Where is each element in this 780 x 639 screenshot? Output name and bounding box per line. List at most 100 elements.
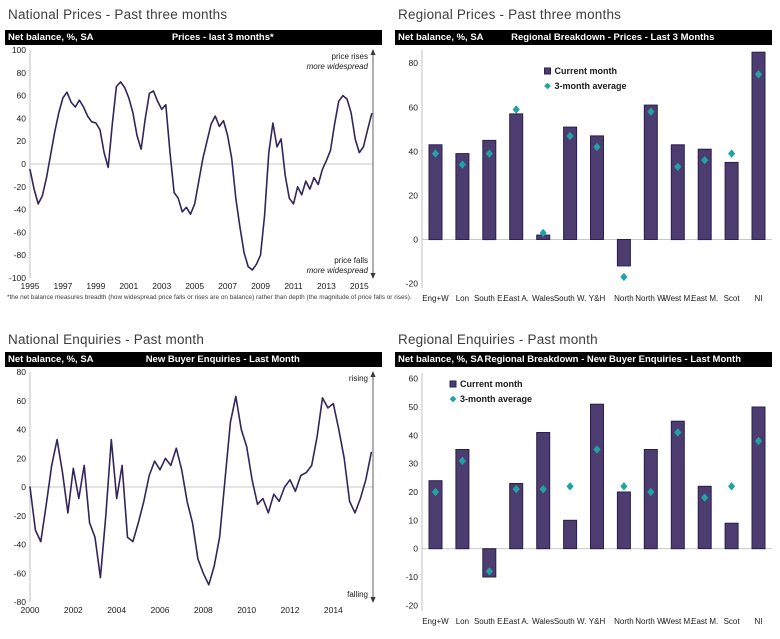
bar-current-month <box>509 483 524 550</box>
y-tick-label: 30 <box>409 459 419 469</box>
annotation-bottom: price falls <box>334 256 368 265</box>
national-prices-chart: 100 80 60 40 20 0 -20 -40 -60 -80 -100 1995 1997 1999… <box>0 45 390 294</box>
arrow-down-icon <box>370 273 376 279</box>
chart-header-bar: Net balance, %, SA Regional Breakdown - … <box>395 30 772 45</box>
x-tick-label: 2004 <box>107 605 126 615</box>
y-tick-label: 40 <box>17 425 27 435</box>
bar-current-month <box>590 403 604 550</box>
bar-current-month <box>428 480 443 550</box>
national-enquiries-chart: 80 60 40 20 0 -20 -40 -60 -80 2000 2002 2004 2006 200… <box>0 367 390 618</box>
x-tick-label: 2007 <box>218 281 237 291</box>
y-tick-label: 40 <box>409 146 419 156</box>
y-tick-label: 60 <box>17 396 27 406</box>
y-tick-label: 60 <box>409 374 419 384</box>
x-tick-label: 2005 <box>185 281 204 291</box>
y-tick-label: 80 <box>17 68 27 78</box>
x-category-label: North W. <box>635 617 666 626</box>
x-category-label: North <box>614 617 634 626</box>
diamond-average-marker <box>674 162 682 171</box>
diamond-average-marker <box>647 107 655 116</box>
diamond-average-marker <box>593 445 601 454</box>
annotation-bottom: more widespread <box>307 266 369 275</box>
x-tick-label: 2003 <box>152 281 171 291</box>
y-tick-label: -40 <box>14 540 27 550</box>
panel-title: National Prices - Past three months <box>8 7 228 22</box>
y-tick-label: 40 <box>17 113 27 123</box>
x-category-label: South W. <box>554 617 586 626</box>
x-category-label: Eng+W <box>422 294 449 303</box>
annotation-top: price rises <box>332 52 368 61</box>
legend-current-month-swatch <box>544 67 551 75</box>
x-tick-label: 2006 <box>151 605 170 615</box>
bar-current-month <box>751 51 766 241</box>
arrow-up-icon <box>370 371 376 377</box>
diamond-average-marker <box>431 149 440 158</box>
diamond-average-marker <box>485 149 493 158</box>
bar-current-month <box>616 491 631 550</box>
x-category-label: East M. <box>691 294 718 303</box>
x-tick-label: 2013 <box>317 281 336 291</box>
legend-current-month-swatch <box>449 380 457 388</box>
bar-current-month <box>643 449 658 550</box>
national-enquiries-panel: National Enquiries - Past month Net bala… <box>0 325 390 639</box>
y-tick-label: -100 <box>9 273 26 283</box>
annotation-top: more widespread <box>307 62 369 71</box>
diamond-average-marker <box>647 487 655 497</box>
x-tick-label: 2009 <box>251 281 270 291</box>
y-tick-label: 0 <box>413 235 418 245</box>
y-tick-label: 40 <box>409 430 419 440</box>
arrow-up-icon <box>370 49 376 55</box>
diamond-average-marker <box>701 493 709 502</box>
axis-units-label: Net balance, %, SA <box>8 32 94 43</box>
national-prices-panel: National Prices - Past three months Net … <box>0 0 412 325</box>
diamond-average-marker <box>754 436 763 446</box>
x-tick-label: 2001 <box>119 281 138 291</box>
axis-units-label: Net balance, %, SA <box>398 354 484 365</box>
y-tick-label: 60 <box>409 102 419 112</box>
arrow-down-icon <box>370 597 376 603</box>
legend-current-month-label: Current month <box>460 379 523 389</box>
bar-current-month <box>509 113 524 240</box>
annotation-top: rising <box>349 374 368 383</box>
x-category-label: East A. <box>504 617 529 626</box>
bar-current-month <box>482 548 497 578</box>
y-tick-label: 50 <box>409 402 419 412</box>
x-category-label: NI <box>755 294 763 303</box>
diamond-average-marker <box>512 484 520 494</box>
net-balance-line-series <box>29 395 373 586</box>
x-category-label: East A. <box>504 294 529 303</box>
x-tick-label: 2008 <box>194 605 213 615</box>
diamond-average-marker <box>701 155 709 165</box>
x-category-label: Lon <box>456 294 469 303</box>
regional-prices-chart: 80 60 40 20 0 -20 Eng+W Lon South E. East A. Wales… <box>390 46 780 310</box>
regional-enquiries-chart: 60 50 40 30 20 10 0 -10 -20 Eng+W Lon South E. East … <box>390 369 780 633</box>
panel-title: Regional Enquiries - Past month <box>398 332 598 347</box>
y-tick-label: 80 <box>409 58 419 68</box>
x-category-label: Y&H <box>589 294 606 303</box>
diamond-average-marker <box>728 149 736 158</box>
panel-title: National Enquiries - Past month <box>8 332 205 347</box>
x-category-label: South E. <box>474 617 505 626</box>
axis-units-label: Net balance, %, SA <box>8 354 94 365</box>
axis-units-label: Net balance, %, SA <box>398 32 484 43</box>
x-tick-label: 2015 <box>350 281 369 291</box>
diamond-average-marker <box>566 482 574 491</box>
x-category-label: South E. <box>474 294 505 303</box>
x-tick-label: 2011 <box>284 281 303 291</box>
diamond-average-marker <box>593 142 601 152</box>
diamond-average-marker <box>728 482 736 491</box>
x-tick-label: 1997 <box>53 281 72 291</box>
chart-header-title: Regional Breakdown - Prices - Last 3 Mon… <box>511 32 715 43</box>
x-tick-label: 2012 <box>281 605 300 615</box>
chart-header-bar: Net balance, %, SA New Buyer Enquiries -… <box>5 352 382 367</box>
net-balance-line-series <box>29 81 373 271</box>
bar-current-month <box>751 406 766 550</box>
y-tick-label: 0 <box>413 544 418 554</box>
regional-prices-panel: Regional Prices - Past three months Net … <box>390 0 780 325</box>
x-category-label: Scot <box>724 294 741 303</box>
bar-current-month <box>590 135 604 240</box>
bar-current-month <box>724 522 739 550</box>
bar-current-month <box>563 126 578 240</box>
x-category-label: Wales <box>532 617 554 626</box>
